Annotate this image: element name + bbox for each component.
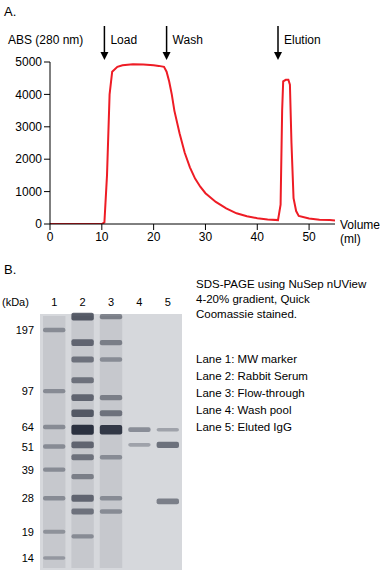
svg-text:39: 39 [22, 464, 34, 476]
svg-text:50: 50 [302, 230, 316, 244]
svg-text:(ml): (ml) [340, 232, 361, 246]
svg-text:3000: 3000 [15, 120, 42, 134]
svg-text:30: 30 [199, 230, 213, 244]
svg-text:Lane 5: Eluted IgG: Lane 5: Eluted IgG [196, 421, 292, 433]
svg-text:40: 40 [251, 230, 265, 244]
svg-text:20: 20 [147, 230, 161, 244]
svg-text:5: 5 [165, 296, 171, 308]
svg-text:4-20% gradient, Quick: 4-20% gradient, Quick [196, 293, 310, 305]
svg-text:14: 14 [22, 552, 34, 564]
svg-text:Lane 4: Wash pool: Lane 4: Wash pool [196, 404, 291, 416]
svg-text:5000: 5000 [15, 55, 42, 69]
svg-text:Volume: Volume [340, 218, 380, 232]
svg-text:0: 0 [47, 230, 54, 244]
svg-text:3: 3 [108, 296, 114, 308]
svg-text:(kDa): (kDa) [2, 296, 29, 308]
svg-text:0: 0 [35, 217, 42, 231]
svg-text:Lane 2: Rabbit Serum: Lane 2: Rabbit Serum [196, 370, 308, 382]
svg-text:2: 2 [80, 296, 86, 308]
svg-text:Wash: Wash [173, 33, 203, 47]
svg-text:28: 28 [22, 492, 34, 504]
svg-text:197: 197 [16, 324, 34, 336]
svg-text:B.: B. [4, 262, 16, 277]
svg-text:64: 64 [22, 421, 34, 433]
svg-text:ABS (280 nm): ABS (280 nm) [8, 33, 83, 47]
svg-text:Elution: Elution [284, 33, 321, 47]
svg-text:97: 97 [22, 385, 34, 397]
svg-text:SDS-PAGE using NuSep nUView: SDS-PAGE using NuSep nUView [196, 278, 367, 290]
svg-text:Load: Load [110, 33, 137, 47]
svg-text:1000: 1000 [15, 185, 42, 199]
svg-text:1: 1 [51, 296, 57, 308]
svg-text:Lane 1: MW marker: Lane 1: MW marker [196, 353, 297, 365]
svg-text:A.: A. [4, 4, 16, 19]
svg-text:4000: 4000 [15, 88, 42, 102]
svg-text:2000: 2000 [15, 152, 42, 166]
svg-text:19: 19 [22, 526, 34, 538]
svg-text:10: 10 [95, 230, 109, 244]
svg-text:4: 4 [136, 296, 142, 308]
svg-text:Lane 3: Flow-through: Lane 3: Flow-through [196, 387, 305, 399]
svg-text:Coomassie stained.: Coomassie stained. [196, 308, 297, 320]
svg-text:51: 51 [22, 441, 34, 453]
